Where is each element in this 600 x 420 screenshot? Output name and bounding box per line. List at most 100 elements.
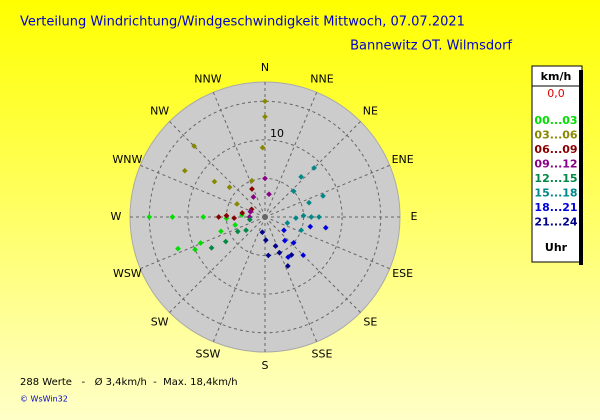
data-point — [259, 229, 266, 236]
credit: © WsWin32 — [20, 395, 68, 404]
direction-label: E — [411, 210, 418, 223]
data-point — [249, 186, 255, 192]
direction-label: W — [111, 210, 122, 223]
legend-entry: 18...21 — [534, 201, 577, 214]
legend-entry: 21...24 — [534, 216, 577, 229]
data-point — [288, 252, 295, 258]
data-point — [250, 194, 257, 200]
direction-spoke — [212, 216, 266, 342]
data-point — [259, 144, 266, 151]
data-point — [320, 193, 326, 199]
direction-spoke — [264, 216, 390, 270]
direction-label: NE — [363, 105, 378, 118]
data-point — [243, 227, 249, 234]
legend-calm: 0,0 — [547, 87, 565, 100]
data-point — [197, 240, 204, 246]
legend-entry: 09...12 — [534, 158, 577, 171]
legend-title: km/h — [541, 70, 572, 83]
data-point — [284, 220, 291, 226]
direction-spoke — [264, 216, 318, 342]
direction-spoke — [264, 164, 390, 218]
legend-entry: 00...03 — [534, 114, 577, 127]
data-point — [234, 201, 240, 207]
data-point — [232, 222, 239, 228]
data-point — [306, 199, 312, 206]
data-point — [322, 224, 329, 231]
data-point — [211, 178, 218, 185]
data-point — [175, 245, 181, 252]
legend-entry: 12...15 — [534, 172, 577, 185]
direction-label: WSW — [113, 267, 142, 280]
data-point — [246, 216, 253, 223]
data-point — [300, 252, 307, 259]
data-point — [266, 191, 272, 198]
legend-entry: 03...06 — [534, 129, 577, 142]
data-point — [191, 143, 197, 149]
data-point — [298, 227, 305, 234]
direction-label: SW — [151, 315, 169, 328]
data-point — [208, 245, 215, 251]
data-point — [234, 228, 241, 235]
data-point — [282, 237, 288, 244]
data-point — [200, 214, 207, 220]
chart-title: Verteilung Windrichtung/Windgeschwindigk… — [20, 15, 465, 30]
direction-label: NW — [150, 105, 169, 118]
legend-footer: Uhr — [545, 241, 568, 254]
data-point — [290, 239, 297, 246]
direction-label: SE — [363, 315, 377, 328]
direction-label: NNW — [194, 72, 221, 85]
direction-spoke — [264, 216, 361, 313]
direction-spoke — [169, 216, 266, 313]
data-point — [265, 252, 272, 259]
data-point — [226, 184, 233, 191]
direction-label: SSW — [196, 348, 221, 361]
r-tick-label: 10 — [270, 127, 284, 140]
legend-entry: 15...18 — [534, 187, 577, 200]
data-point — [293, 215, 299, 221]
data-point — [281, 227, 287, 234]
legend-entry: 06...09 — [534, 143, 577, 156]
direction-label: S — [262, 359, 269, 372]
footer: 288 Werte - Ø 3,4km/h - Max. 18,4km/h — [20, 376, 238, 388]
data-point — [262, 175, 268, 182]
grid-ring — [187, 139, 343, 295]
data-point — [239, 210, 246, 216]
data-point — [247, 208, 254, 215]
direction-spoke — [169, 121, 266, 218]
direction-spoke — [212, 92, 266, 218]
data-point — [231, 215, 237, 221]
direction-label: ENE — [392, 153, 414, 166]
direction-label: NNE — [310, 72, 333, 85]
data-point — [192, 246, 198, 253]
data-point — [284, 263, 291, 269]
data-point — [290, 188, 297, 195]
data-point — [215, 214, 222, 220]
data-point — [223, 212, 230, 219]
data-point — [222, 238, 229, 245]
data-point — [316, 214, 322, 220]
data-point — [272, 243, 279, 249]
data-point — [307, 223, 314, 230]
data-point — [308, 214, 315, 220]
legend-shadow — [579, 70, 583, 265]
direction-label: SSE — [312, 348, 333, 361]
data-point — [298, 174, 304, 180]
data-point — [218, 228, 224, 235]
data-point — [262, 98, 268, 105]
data-point — [248, 177, 255, 184]
direction-spoke — [264, 92, 318, 218]
data-point — [300, 212, 307, 219]
data-point — [311, 165, 317, 171]
data-point — [182, 167, 188, 174]
data-point — [146, 214, 153, 220]
direction-label: WNW — [112, 153, 142, 166]
legend-box — [531, 65, 583, 263]
data-point — [262, 237, 269, 243]
data-point — [169, 214, 176, 220]
direction-label: N — [261, 61, 269, 74]
direction-spoke — [140, 164, 266, 218]
data-point — [276, 249, 283, 256]
chart-subtitle: Bannewitz OT. Wilmsdorf — [350, 39, 512, 54]
data-point — [262, 113, 268, 120]
